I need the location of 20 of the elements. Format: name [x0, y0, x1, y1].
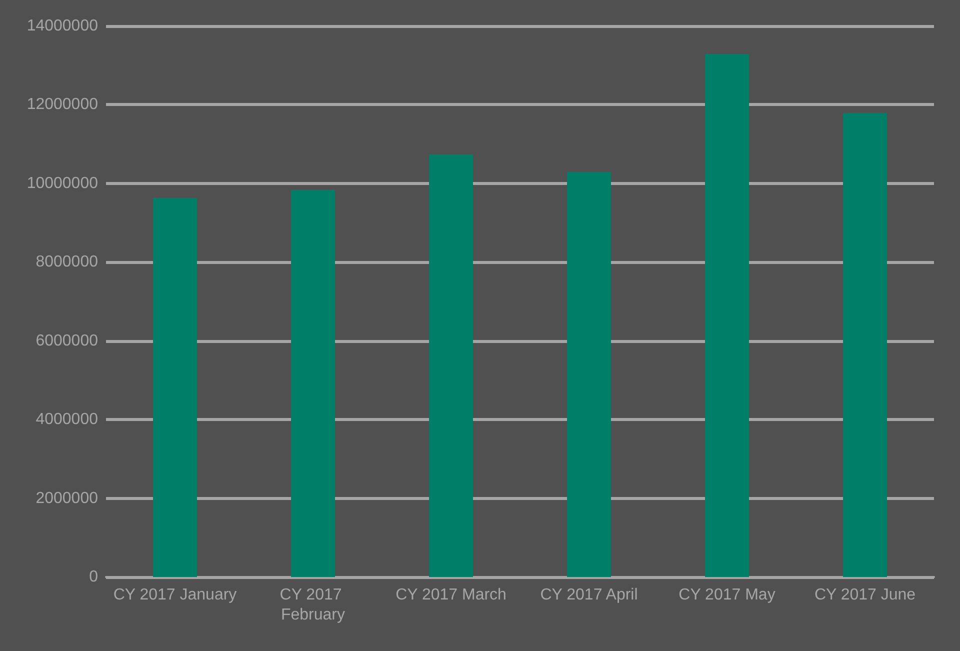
y-tick-label: 4000000 — [36, 411, 98, 428]
bar — [567, 172, 611, 577]
x-tick-label: CY 2017 April — [540, 586, 638, 604]
y-tick-label: 2000000 — [36, 490, 98, 507]
y-tick-label: 10000000 — [26, 174, 98, 192]
x-tick-label: CY 2017 March — [396, 586, 506, 604]
bar — [153, 198, 197, 577]
bar — [705, 54, 749, 577]
x-tick-label: CY 2017 May — [678, 586, 776, 604]
x-tick-label: CY 2017 January — [113, 586, 237, 604]
bar — [291, 190, 335, 577]
y-tick-label: 8000000 — [36, 254, 98, 271]
y-tick-label: 12000000 — [26, 96, 98, 114]
y-tick-label: 6000000 — [36, 332, 98, 350]
x-tick-label: CY 2017 February — [280, 586, 346, 624]
bar — [843, 112, 887, 577]
y-tick-label: 0 — [89, 568, 98, 586]
y-tick-label: 14000000 — [26, 18, 98, 34]
x-tick-label: CY 2017 June — [814, 586, 916, 604]
bar — [429, 154, 473, 577]
